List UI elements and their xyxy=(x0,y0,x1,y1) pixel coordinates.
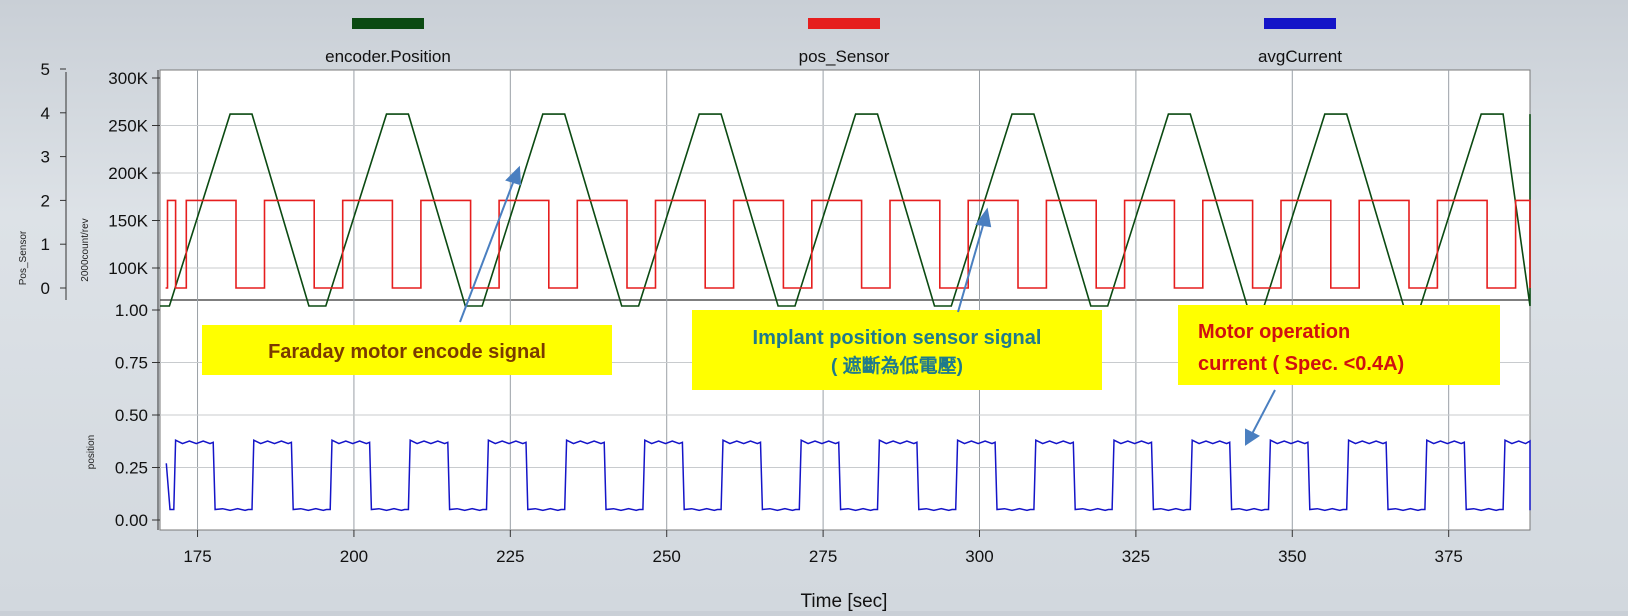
upper-left-tick-label: 1 xyxy=(41,235,50,254)
annotation-sensor-box xyxy=(692,310,1102,390)
axis-layer: 175 200 225 250 275 300 325 350 375300K250K200K1… xyxy=(41,60,1463,566)
arrow-sensor-line xyxy=(957,221,985,313)
x-tick-label: 200 xyxy=(340,547,368,566)
annotation-current-box xyxy=(1178,305,1500,385)
annotation-encoder-text: Faraday motor encode signal xyxy=(268,341,546,363)
upper-right-tick-label: 150K xyxy=(108,212,148,231)
left-axis-title: Pos_Sensor xyxy=(18,230,29,285)
lower-axis-title: position xyxy=(86,435,97,469)
legend-swatch-encoder xyxy=(352,18,424,29)
arrow-sensor-head xyxy=(975,207,992,228)
annotation-encoder: Faraday motor encode signal xyxy=(202,325,612,375)
x-tick-label: 375 xyxy=(1434,547,1462,566)
lower-tick-label: 0.00 xyxy=(115,511,148,530)
series-layer xyxy=(160,113,1531,512)
legend-label-encoder: encoder.Position xyxy=(325,47,451,66)
annotation-sensor-line1: Implant position sensor signal xyxy=(753,327,1042,349)
legend-swatch-pos-sensor xyxy=(808,18,880,29)
x-tick-label: 350 xyxy=(1278,547,1306,566)
upper-left-tick-label: 2 xyxy=(41,191,50,210)
annotation-current-line2: current ( Spec. <0.4A) xyxy=(1198,353,1404,375)
series-encoder-position xyxy=(160,113,1531,307)
series-avg-current xyxy=(165,439,1531,512)
lower-tick-label: 0.50 xyxy=(115,406,148,425)
annotation-current-line1: Motor operation xyxy=(1198,321,1350,343)
upper-left-tick-label: 5 xyxy=(41,60,50,79)
arrow-current-head xyxy=(1245,428,1260,446)
lower-tick-label: 1.00 xyxy=(115,301,148,320)
upper-right-tick-label: 250K xyxy=(108,117,148,136)
x-tick-label: 250 xyxy=(653,547,681,566)
x-tick-label: 225 xyxy=(496,547,524,566)
x-tick-label: 175 xyxy=(183,547,211,566)
legend: encoder.Position pos_Sensor avgCurrent xyxy=(325,18,1342,66)
x-tick-label: 300 xyxy=(965,547,993,566)
annotation-current: Motor operation current ( Spec. <0.4A) xyxy=(1178,305,1500,385)
upper-right-tick-label: 100K xyxy=(108,259,148,278)
annotation-sensor-line2: ( 遮斷為低電壓) xyxy=(831,354,963,377)
series-pos-sensor xyxy=(165,199,1531,289)
legend-label-avg-current: avgCurrent xyxy=(1258,47,1342,66)
legend-swatch-avg-current xyxy=(1264,18,1336,29)
upper-left-tick-label: 3 xyxy=(41,148,50,167)
annotation-encoder-box xyxy=(202,325,612,375)
upper-right-axis-title: 2000count/rev xyxy=(80,218,91,281)
lower-tick-label: 0.75 xyxy=(115,354,148,373)
upper-right-tick-label: 200K xyxy=(108,164,148,183)
arrow-encoder-line xyxy=(459,179,515,323)
arrow-current-line xyxy=(1251,389,1276,435)
arrow-encoder-head xyxy=(505,165,522,186)
x-tick-label: 275 xyxy=(809,547,837,566)
annotation-sensor: Implant position sensor signal ( 遮斷為低電壓) xyxy=(692,310,1102,390)
x-axis-title: Time [sec] xyxy=(801,591,888,611)
x-tick-label: 325 xyxy=(1122,547,1150,566)
legend-label-pos-sensor: pos_Sensor xyxy=(799,47,890,66)
upper-left-tick-label: 0 xyxy=(41,279,50,298)
annotation-arrows xyxy=(459,165,1276,446)
lower-tick-label: 0.25 xyxy=(115,459,148,478)
grid-layer xyxy=(160,70,1530,530)
upper-right-tick-label: 300K xyxy=(108,69,148,88)
upper-left-tick-label: 4 xyxy=(41,104,50,123)
